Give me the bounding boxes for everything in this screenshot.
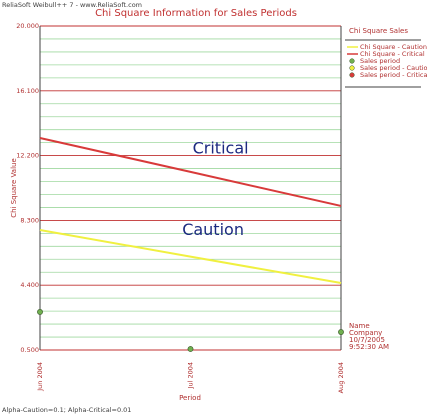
x-axis-label: Period — [179, 394, 201, 402]
y-tick-label: 16.100 — [16, 87, 39, 95]
legend-swatch — [349, 58, 355, 64]
x-tick-label: Jul 2004 — [187, 362, 195, 389]
y-tick-label: 0.500 — [20, 346, 39, 354]
y-tick-label: 4.400 — [20, 281, 39, 289]
footer: Alpha-Caution=0.1; Alpha-Critical=0.01 — [2, 406, 131, 414]
series-line — [39, 229, 342, 285]
legend-label: Sales period — [360, 57, 400, 65]
stamp-line: 9:52:30 AM — [349, 343, 389, 351]
data-point — [187, 346, 194, 352]
y-tick-label: 8.300 — [20, 216, 39, 224]
y-tick-label: 20.000 — [16, 22, 39, 30]
header: ReliaSoft Weibull++ 7 - www.ReliaSoft.co… — [2, 1, 142, 9]
stamp-line: Company — [349, 329, 382, 337]
legend-swatch — [349, 72, 355, 78]
series-line — [39, 137, 342, 207]
x-tick-label: Jun 2004 — [36, 362, 44, 392]
y-tick-label: 12.200 — [16, 152, 39, 160]
legend-label: Sales period - Critical — [360, 71, 427, 79]
legend-label: Chi Square - Critical — [360, 50, 425, 58]
legend-title: Chi Square Sales — [349, 27, 408, 35]
y-axis-label: Chi Square Value — [10, 158, 18, 218]
legend-label: Sales period - Caution — [360, 64, 427, 72]
legend-label: Chi Square - Caution — [360, 43, 427, 51]
stamp-line: 10/7/2005 — [349, 336, 385, 344]
legend-swatch — [349, 65, 355, 71]
stamp-line: Name — [349, 322, 370, 330]
x-tick-label: Aug 2004 — [337, 362, 345, 393]
data-point — [338, 329, 344, 335]
annotation: Critical — [193, 138, 249, 157]
chart-title: Chi Square Information for Sales Periods — [95, 8, 297, 19]
annotation: Caution — [182, 220, 244, 239]
data-point — [37, 309, 43, 315]
